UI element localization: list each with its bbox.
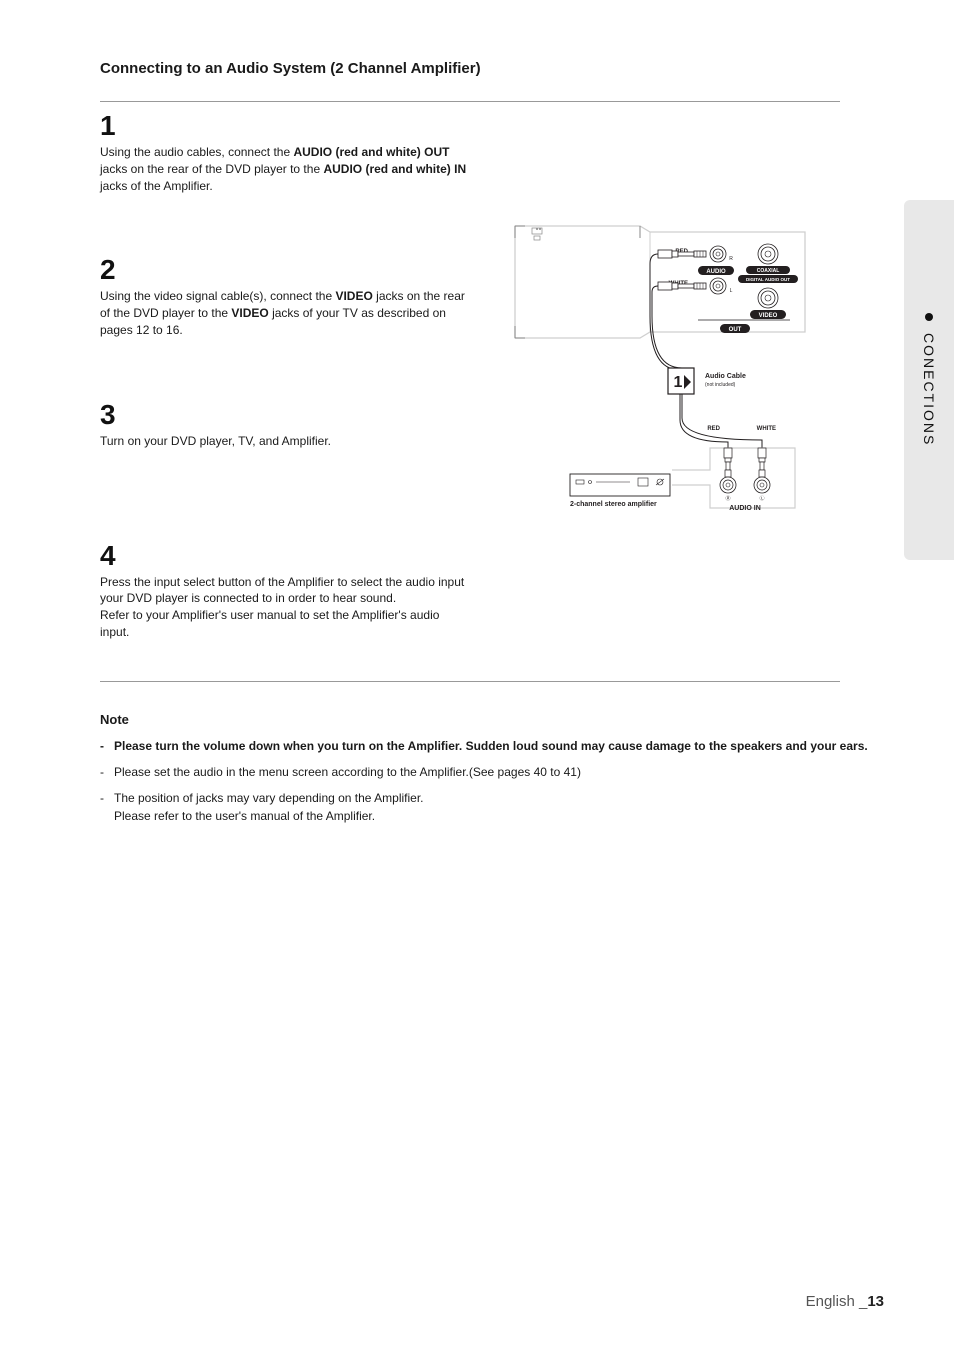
step-4-text: Press the input select button of the Amp… bbox=[100, 574, 470, 641]
divider-top bbox=[100, 101, 840, 102]
step-2: 2 Using the video signal cable(s), conne… bbox=[100, 254, 470, 338]
step-4: 4 Press the input select button of the A… bbox=[100, 540, 470, 641]
note-block: Note - Please turn the volume down when … bbox=[100, 712, 884, 825]
step-2-number: 2 bbox=[100, 254, 470, 286]
svg-text:R: R bbox=[729, 256, 733, 262]
page-footer: English _13 bbox=[806, 1293, 884, 1310]
connection-diagram: RED R WHITE bbox=[500, 220, 820, 520]
label-digital-audio-out: DIGITAL AUDIO OUT bbox=[746, 277, 790, 282]
bullet-icon: - bbox=[100, 789, 114, 825]
label-audio: AUDIO bbox=[706, 269, 726, 275]
step-3-number: 3 bbox=[100, 399, 470, 431]
rca-plug-amp-white bbox=[758, 448, 766, 477]
side-dot-icon bbox=[925, 313, 933, 321]
label-red-2: RED bbox=[707, 426, 720, 432]
rca-plug-amp-red bbox=[724, 448, 732, 477]
divider-bottom bbox=[100, 681, 840, 682]
note-item-3: - The position of jacks may vary dependi… bbox=[100, 789, 884, 825]
label-white-2: WHITE bbox=[757, 426, 776, 432]
label-coaxial: COAXIAL bbox=[757, 268, 780, 274]
svg-text:Ⓛ: Ⓛ bbox=[759, 495, 764, 502]
label-not-included: (not included) bbox=[705, 382, 736, 388]
side-tab-label: CONECTIONS bbox=[921, 333, 937, 446]
svg-text:L: L bbox=[730, 288, 733, 294]
step-1-text: Using the audio cables, connect the AUDI… bbox=[100, 144, 470, 194]
steps-column: 1 Using the audio cables, connect the AU… bbox=[100, 110, 470, 661]
side-tab: CONECTIONS bbox=[904, 200, 954, 560]
diagram-column: RED R WHITE bbox=[500, 110, 840, 661]
step-3: 3 Turn on your DVD player, TV, and Ampli… bbox=[100, 399, 470, 450]
note-item-2: - Please set the audio in the menu scree… bbox=[100, 763, 884, 781]
note-heading: Note bbox=[100, 712, 884, 727]
step-4-number: 4 bbox=[100, 540, 470, 572]
note-text-1: Please turn the volume down when you tur… bbox=[114, 737, 884, 755]
label-audio-in: AUDIO IN bbox=[729, 505, 761, 512]
step-1-number: 1 bbox=[100, 110, 470, 142]
step-1: 1 Using the audio cables, connect the AU… bbox=[100, 110, 470, 194]
bullet-icon: - bbox=[100, 763, 114, 781]
label-amp: 2-channel stereo amplifier bbox=[570, 501, 657, 508]
step-2-text: Using the video signal cable(s), connect… bbox=[100, 288, 470, 338]
bullet-icon: - bbox=[100, 737, 114, 755]
note-item-1: - Please turn the volume down when you t… bbox=[100, 737, 884, 755]
label-audio-cable: Audio Cable bbox=[705, 373, 746, 380]
label-video: VIDEO bbox=[759, 313, 778, 319]
diagram-marker-1: 1 bbox=[674, 374, 683, 391]
footer-lang: English bbox=[806, 1293, 855, 1310]
note-text-3: The position of jacks may vary depending… bbox=[114, 789, 884, 825]
step-3-text: Turn on your DVD player, TV, and Amplifi… bbox=[100, 433, 470, 450]
svg-text:Ⓡ: Ⓡ bbox=[725, 495, 730, 502]
label-out: OUT bbox=[729, 327, 742, 333]
footer-page: 13 bbox=[867, 1293, 884, 1310]
note-text-2: Please set the audio in the menu screen … bbox=[114, 763, 884, 781]
page-title: Connecting to an Audio System (2 Channel… bbox=[100, 60, 884, 77]
